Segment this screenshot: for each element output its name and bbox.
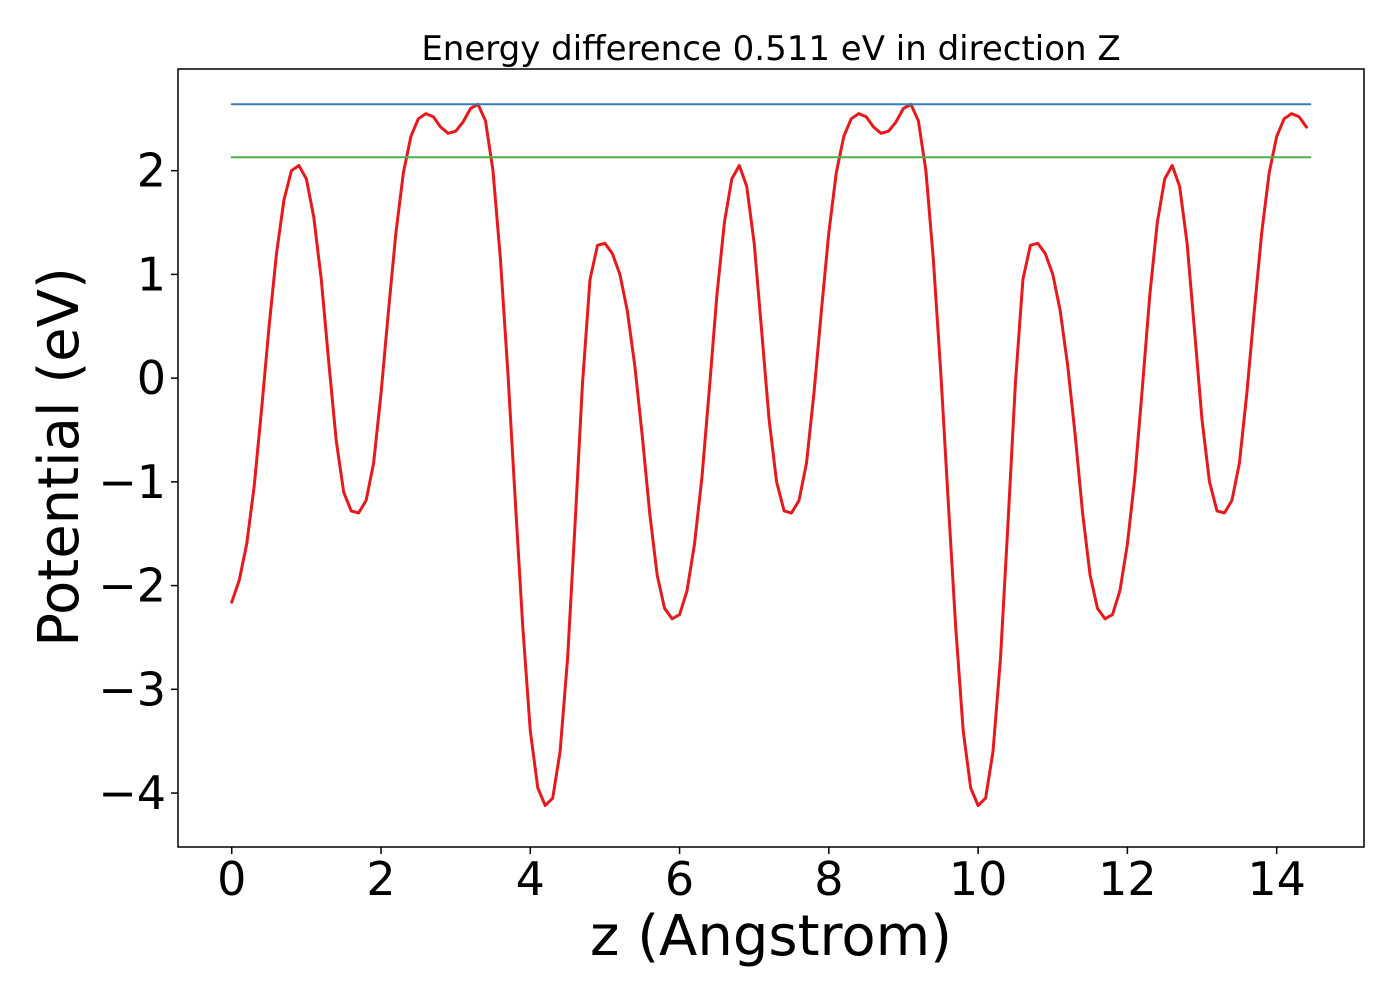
x-tick-label: 10 bbox=[949, 852, 1008, 906]
x-tick-label: 8 bbox=[814, 852, 843, 906]
x-tick-label: 14 bbox=[1247, 852, 1306, 906]
plot-area bbox=[177, 68, 1365, 848]
y-tick-label: −3 bbox=[98, 662, 166, 716]
chart-title: Energy difference 0.511 eV in direction … bbox=[421, 29, 1120, 69]
y-tick-label: 2 bbox=[137, 144, 166, 198]
x-tick-label: 4 bbox=[516, 852, 545, 906]
x-tick-label: 12 bbox=[1098, 852, 1157, 906]
x-tick-label: 2 bbox=[366, 852, 395, 906]
x-axis: 0 2 4 6 8 10 12 14 bbox=[217, 847, 1306, 906]
y-axis-label: Potential (eV) bbox=[27, 267, 92, 647]
y-tick-label: 1 bbox=[137, 247, 166, 301]
y-tick-label: −1 bbox=[98, 455, 166, 509]
x-tick-label: 0 bbox=[217, 852, 246, 906]
y-tick-label: −2 bbox=[98, 559, 166, 613]
potential-curve-line bbox=[230, 102, 1308, 807]
y-tick-label: −4 bbox=[98, 766, 166, 820]
y-axis: 2 1 0 −1 −2 −3 −4 bbox=[98, 144, 178, 820]
plot-frame bbox=[177, 68, 1365, 848]
y-tick-label: 0 bbox=[137, 351, 166, 405]
x-axis-label: z (Angstrom) bbox=[590, 904, 952, 969]
x-tick-label: 6 bbox=[665, 852, 694, 906]
